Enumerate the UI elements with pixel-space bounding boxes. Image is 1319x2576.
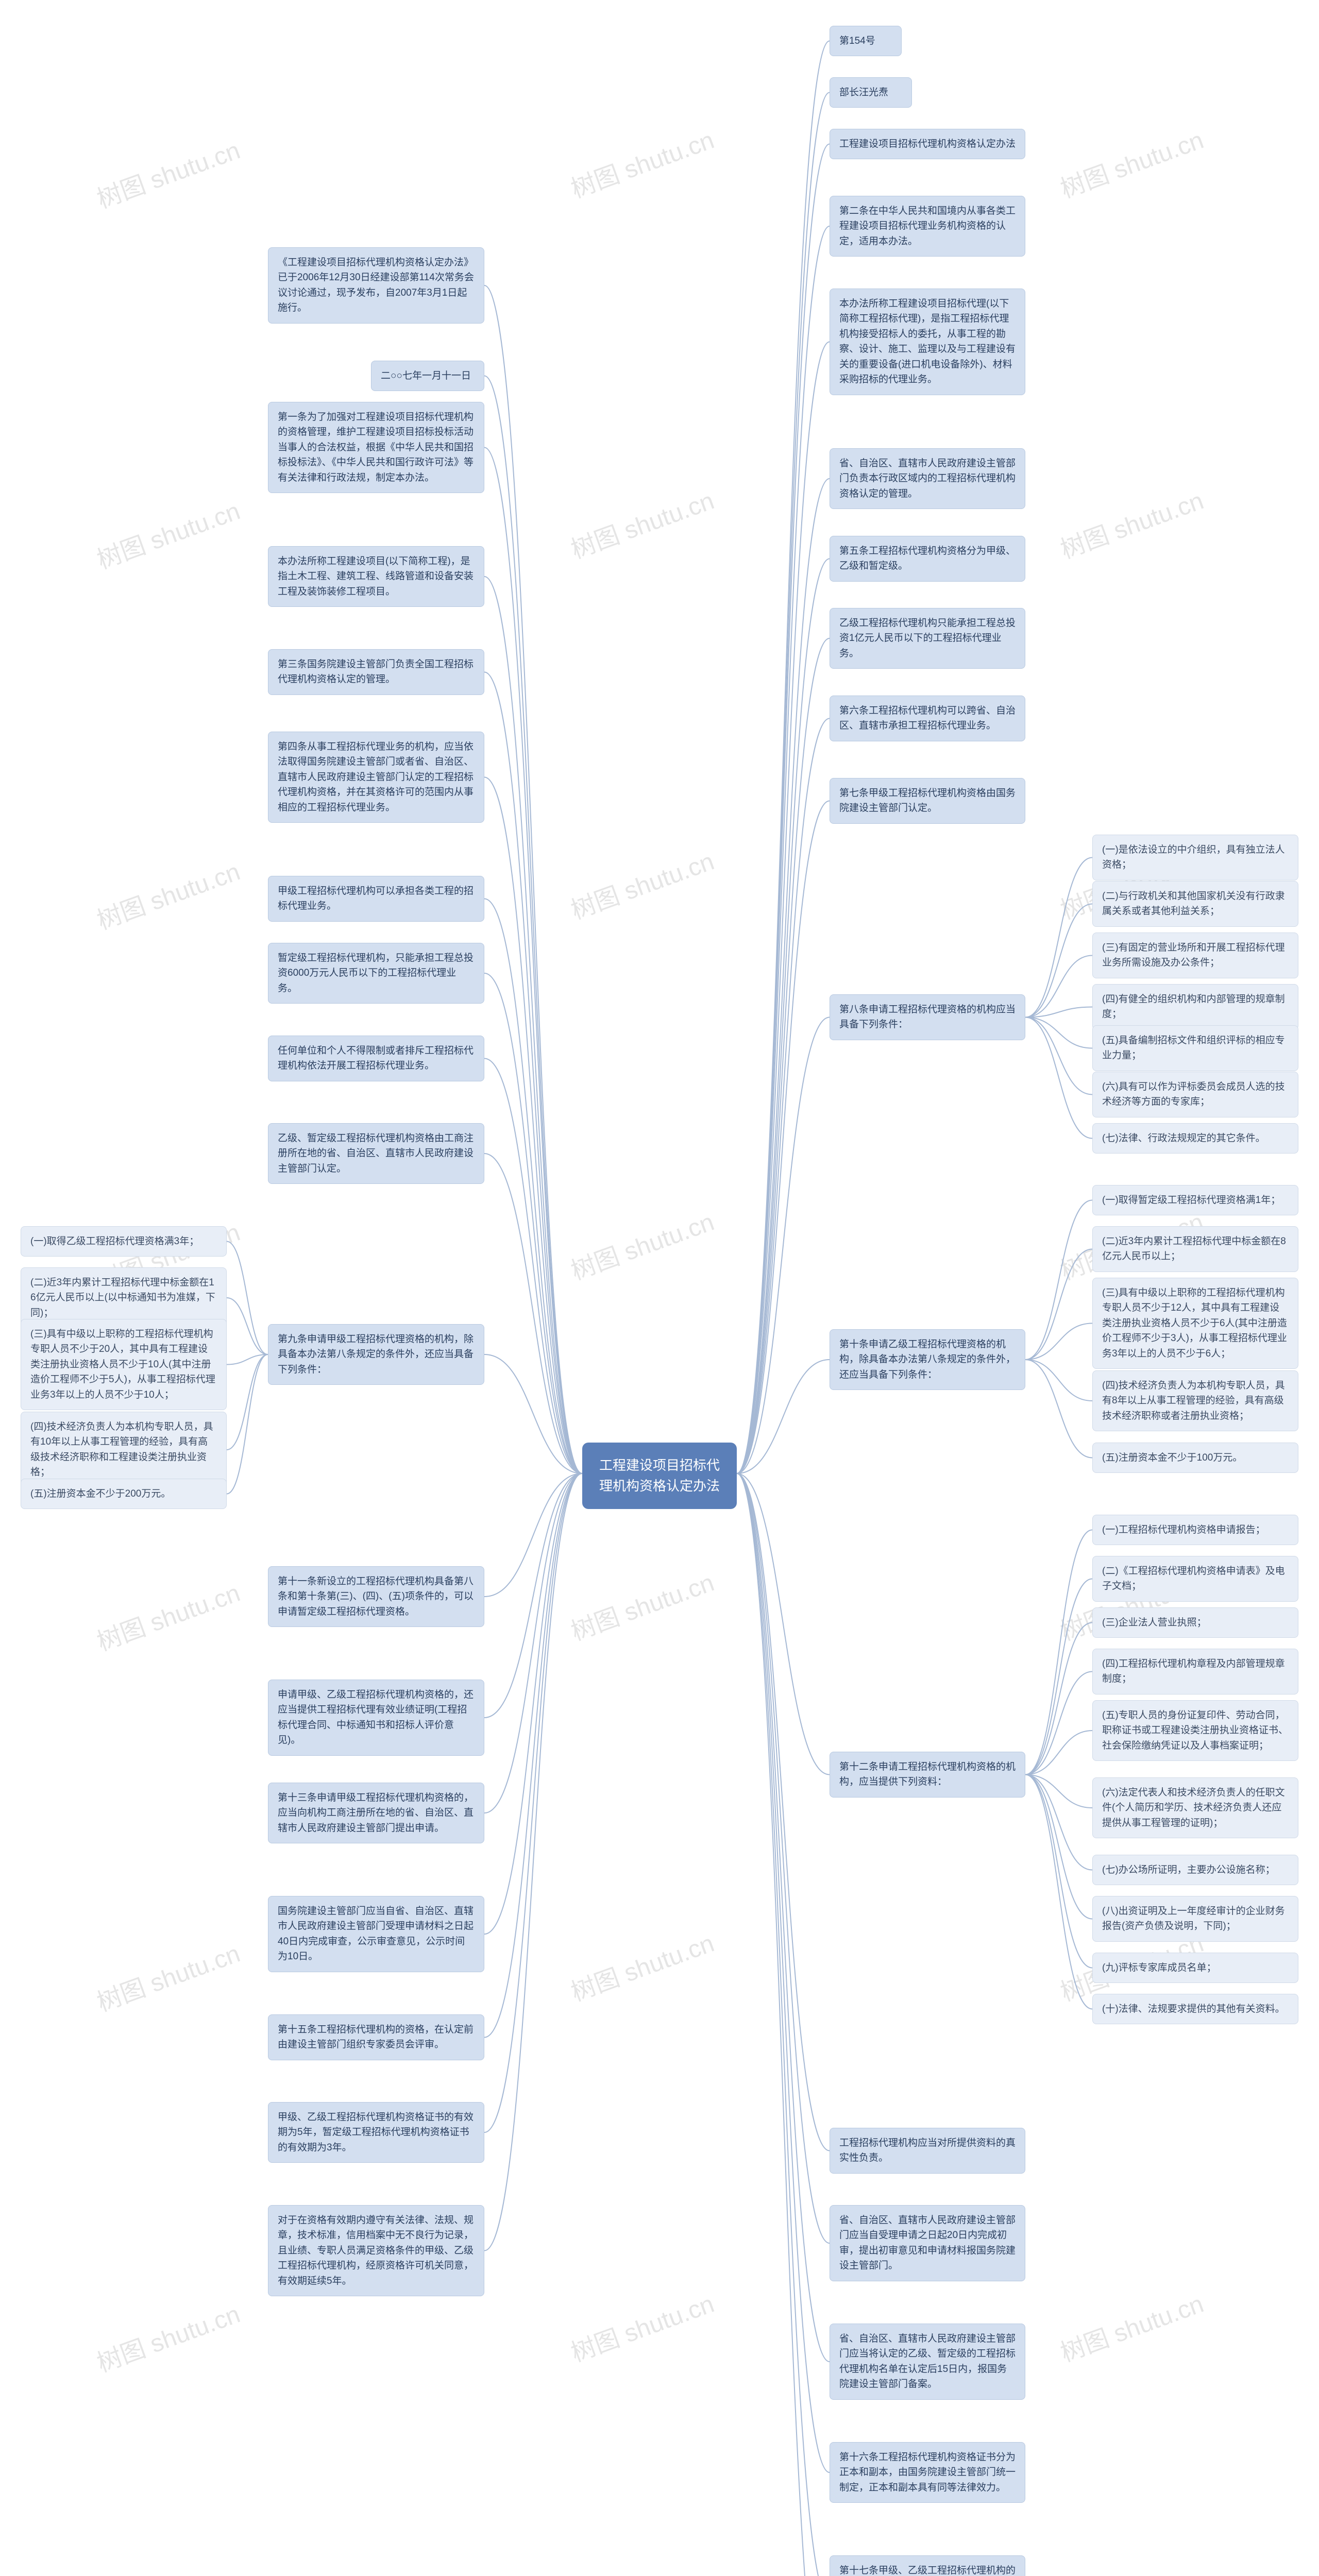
mindmap-node[interactable]: (四)工程招标代理机构章程及内部管理规章制度； [1092, 1649, 1298, 1694]
mindmap-node[interactable]: 本办法所称工程建设项目招标代理(以下简称工程招标代理)，是指工程招标代理机构接受… [830, 289, 1025, 395]
mindmap-node[interactable]: (六)具有可以作为评标委员会成员人选的技术经济等方面的专家库； [1092, 1072, 1298, 1117]
mindmap-node[interactable]: (十)法律、法规要求提供的其他有关资料。 [1092, 1994, 1298, 2024]
mindmap-node[interactable]: 第十三条申请甲级工程招标代理机构资格的，应当向机构工商注册所在地的省、自治区、直… [268, 1783, 484, 1843]
mindmap-node[interactable]: 第七条甲级工程招标代理机构资格由国务院建设主管部门认定。 [830, 778, 1025, 824]
watermark: 树图 shutu.cn [565, 841, 718, 926]
mindmap-node[interactable]: (一)取得乙级工程招标代理资格满3年； [21, 1226, 227, 1257]
mindmap-node[interactable]: (九)评标专家库成员名单； [1092, 1953, 1298, 1983]
mindmap-node[interactable]: 甲级工程招标代理机构可以承担各类工程的招标代理业务。 [268, 876, 484, 922]
watermark: 树图 shutu.cn [565, 1201, 718, 1286]
mindmap-node[interactable]: 第九条申请甲级工程招标代理资格的机构，除具备本办法第八条规定的条件外，还应当具备… [268, 1324, 484, 1385]
mindmap-node[interactable]: 二○○七年一月十一日 [371, 361, 484, 391]
watermark: 树图 shutu.cn [565, 120, 718, 205]
mindmap-node[interactable]: 第一条为了加强对工程建设项目招标代理机构的资格管理，维护工程建设项目招标投标活动… [268, 402, 484, 493]
mindmap-node[interactable]: (五)具备编制招标文件和组织评标的相应专业力量； [1092, 1025, 1298, 1071]
mindmap-node[interactable]: (一)取得暂定级工程招标代理资格满1年； [1092, 1185, 1298, 1215]
mindmap-node[interactable]: (三)企业法人营业执照； [1092, 1607, 1298, 1638]
mindmap-node[interactable]: 第十二条申请工程招标代理机构资格的机构，应当提供下列资料： [830, 1752, 1025, 1798]
mindmap-node[interactable]: 《工程建设项目招标代理机构资格认定办法》已于2006年12月30日经建设部第11… [268, 247, 484, 324]
watermark: 树图 shutu.cn [91, 490, 244, 575]
mindmap-node[interactable]: 第十七条甲级、乙级工程招标代理机构的资格证书有效期届满，需要延续资格证书有效期的… [830, 2555, 1025, 2576]
mindmap-node[interactable]: 工程招标代理机构应当对所提供资料的真实性负责。 [830, 2128, 1025, 2174]
mindmap-node[interactable]: 第三条国务院建设主管部门负责全国工程招标代理机构资格认定的管理。 [268, 649, 484, 695]
watermark: 树图 shutu.cn [91, 1933, 244, 2018]
mindmap-node[interactable]: 任何单位和个人不得限制或者排斥工程招标代理机构依法开展工程招标代理业务。 [268, 1036, 484, 1081]
mindmap-node[interactable]: 对于在资格有效期内遵守有关法律、法规、规章，技术标准，信用档案中无不良行为记录，… [268, 2205, 484, 2296]
mindmap-node[interactable]: (三)具有中级以上职称的工程招标代理机构专职人员不少于20人，其中具有工程建设类… [21, 1319, 227, 1410]
mindmap-node[interactable]: 第二条在中华人民共和国境内从事各类工程建设项目招标代理业务机构资格的认定，适用本… [830, 196, 1025, 257]
mindmap-node[interactable]: 乙级、暂定级工程招标代理机构资格由工商注册所在地的省、自治区、直辖市人民政府建设… [268, 1123, 484, 1184]
mindmap-node[interactable]: (一)工程招标代理机构资格申请报告； [1092, 1515, 1298, 1545]
mindmap-node[interactable]: 工程建设项目招标代理机构资格认定办法 [830, 129, 1025, 159]
watermark: 树图 shutu.cn [1055, 120, 1208, 205]
mindmap-node[interactable]: 省、自治区、直辖市人民政府建设主管部门应当将认定的乙级、暂定级的工程招标代理机构… [830, 2324, 1025, 2400]
mindmap-node[interactable]: (二)《工程招标代理机构资格申请表》及电子文档； [1092, 1556, 1298, 1602]
mindmap-node[interactable]: (四)技术经济负责人为本机构专职人员，具有10年以上从事工程管理的经验，具有高级… [21, 1412, 227, 1488]
mindmap-node[interactable]: 国务院建设主管部门应当自省、自治区、直辖市人民政府建设主管部门受理申请材料之日起… [268, 1896, 484, 1972]
watermark: 树图 shutu.cn [91, 130, 244, 215]
watermark: 树图 shutu.cn [1055, 2283, 1208, 2368]
mindmap-node[interactable]: (五)专职人员的身份证复印件、劳动合同，职称证书或工程建设类注册执业资格证书、社… [1092, 1700, 1298, 1761]
watermark: 树图 shutu.cn [565, 1923, 718, 2008]
mindmap-node[interactable]: (四)有健全的组织机构和内部管理的规章制度； [1092, 984, 1298, 1030]
watermark: 树图 shutu.cn [91, 2294, 244, 2379]
mindmap-node[interactable]: 省、自治区、直辖市人民政府建设主管部门应当自受理申请之日起20日内完成初审，提出… [830, 2205, 1025, 2281]
mindmap-node[interactable]: 第五条工程招标代理机构资格分为甲级、乙级和暂定级。 [830, 536, 1025, 582]
mindmap-node[interactable]: (五)注册资本金不少于100万元。 [1092, 1443, 1298, 1473]
mindmap-node[interactable]: (八)出资证明及上一年度经审计的企业财务报告(资产负债及说明，下同)； [1092, 1896, 1298, 1942]
mindmap-node[interactable]: (一)是依法设立的中介组织，具有独立法人资格； [1092, 835, 1298, 880]
watermark: 树图 shutu.cn [91, 1572, 244, 1657]
mindmap-node[interactable]: 工程建设项目招标代理机构资格认定办法 [582, 1443, 737, 1509]
mindmap-node[interactable]: 第四条从事工程招标代理业务的机构，应当依法取得国务院建设主管部门或者省、自治区、… [268, 732, 484, 823]
mindmap-node[interactable]: (五)注册资本金不少于200万元。 [21, 1479, 227, 1509]
mindmap-node[interactable]: 甲级、乙级工程招标代理机构资格证书的有效期为5年，暂定级工程招标代理机构资格证书… [268, 2102, 484, 2163]
mindmap-node[interactable]: 第十一条新设立的工程招标代理机构具备第八条和第十条第(三)、(四)、(五)项条件… [268, 1566, 484, 1627]
watermark: 树图 shutu.cn [565, 2283, 718, 2368]
watermark: 树图 shutu.cn [1055, 480, 1208, 565]
mindmap-node[interactable]: 第八条申请工程招标代理资格的机构应当具备下列条件： [830, 994, 1025, 1040]
mindmap-node[interactable]: (七)法律、行政法规规定的其它条件。 [1092, 1123, 1298, 1154]
watermark: 树图 shutu.cn [565, 480, 718, 565]
mindmap-node[interactable]: (三)有固定的营业场所和开展工程招标代理业务所需设施及办公条件； [1092, 933, 1298, 978]
mindmap-node[interactable]: 第十五条工程招标代理机构的资格，在认定前由建设主管部门组织专家委员会评审。 [268, 2014, 484, 2060]
mindmap-node[interactable]: (六)法定代表人和技术经济负责人的任职文件(个人简历和学历、技术经济负责人还应提… [1092, 1777, 1298, 1838]
mindmap-node[interactable]: (四)技术经济负责人为本机构专职人员，具有8年以上从事工程管理的经验，具有高级技… [1092, 1370, 1298, 1431]
mindmap-node[interactable]: 第十六条工程招标代理机构资格证书分为正本和副本，由国务院建设主管部门统一制定，正… [830, 2442, 1025, 2503]
mindmap-node[interactable]: 申请甲级、乙级工程招标代理机构资格的，还应当提供工程招标代理有效业绩证明(工程招… [268, 1680, 484, 1756]
mindmap-node[interactable]: 第十条申请乙级工程招标代理资格的机构，除具备本办法第八条规定的条件外，还应当具备… [830, 1329, 1025, 1390]
mindmap-node[interactable]: 省、自治区、直辖市人民政府建设主管部门负责本行政区域内的工程招标代理机构资格认定… [830, 448, 1025, 509]
mindmap-node[interactable]: (七)办公场所证明，主要办公设施名称； [1092, 1855, 1298, 1885]
mindmap-node[interactable]: 第六条工程招标代理机构可以跨省、自治区、直辖市承担工程招标代理业务。 [830, 696, 1025, 741]
mindmap-node[interactable]: 第154号 [830, 26, 902, 56]
mindmap-node[interactable]: 乙级工程招标代理机构只能承担工程总投资1亿元人民币以下的工程招标代理业务。 [830, 608, 1025, 669]
mindmap-node[interactable]: (二)与行政机关和其他国家机关没有行政隶属关系或者其他利益关系； [1092, 881, 1298, 927]
mindmap-node[interactable]: (二)近3年内累计工程招标代理中标金额在8亿元人民币以上； [1092, 1226, 1298, 1272]
mindmap-node[interactable]: 暂定级工程招标代理机构，只能承担工程总投资6000万元人民币以下的工程招标代理业… [268, 943, 484, 1004]
watermark: 树图 shutu.cn [91, 851, 244, 936]
mindmap-node[interactable]: (三)具有中级以上职称的工程招标代理机构专职人员不少于12人，其中具有工程建设类… [1092, 1278, 1298, 1369]
watermark: 树图 shutu.cn [565, 1562, 718, 1647]
mindmap-node[interactable]: 部长汪光焘 [830, 77, 912, 108]
mindmap-node[interactable]: 本办法所称工程建设项目(以下简称工程)，是指土木工程、建筑工程、线路管道和设备安… [268, 546, 484, 607]
